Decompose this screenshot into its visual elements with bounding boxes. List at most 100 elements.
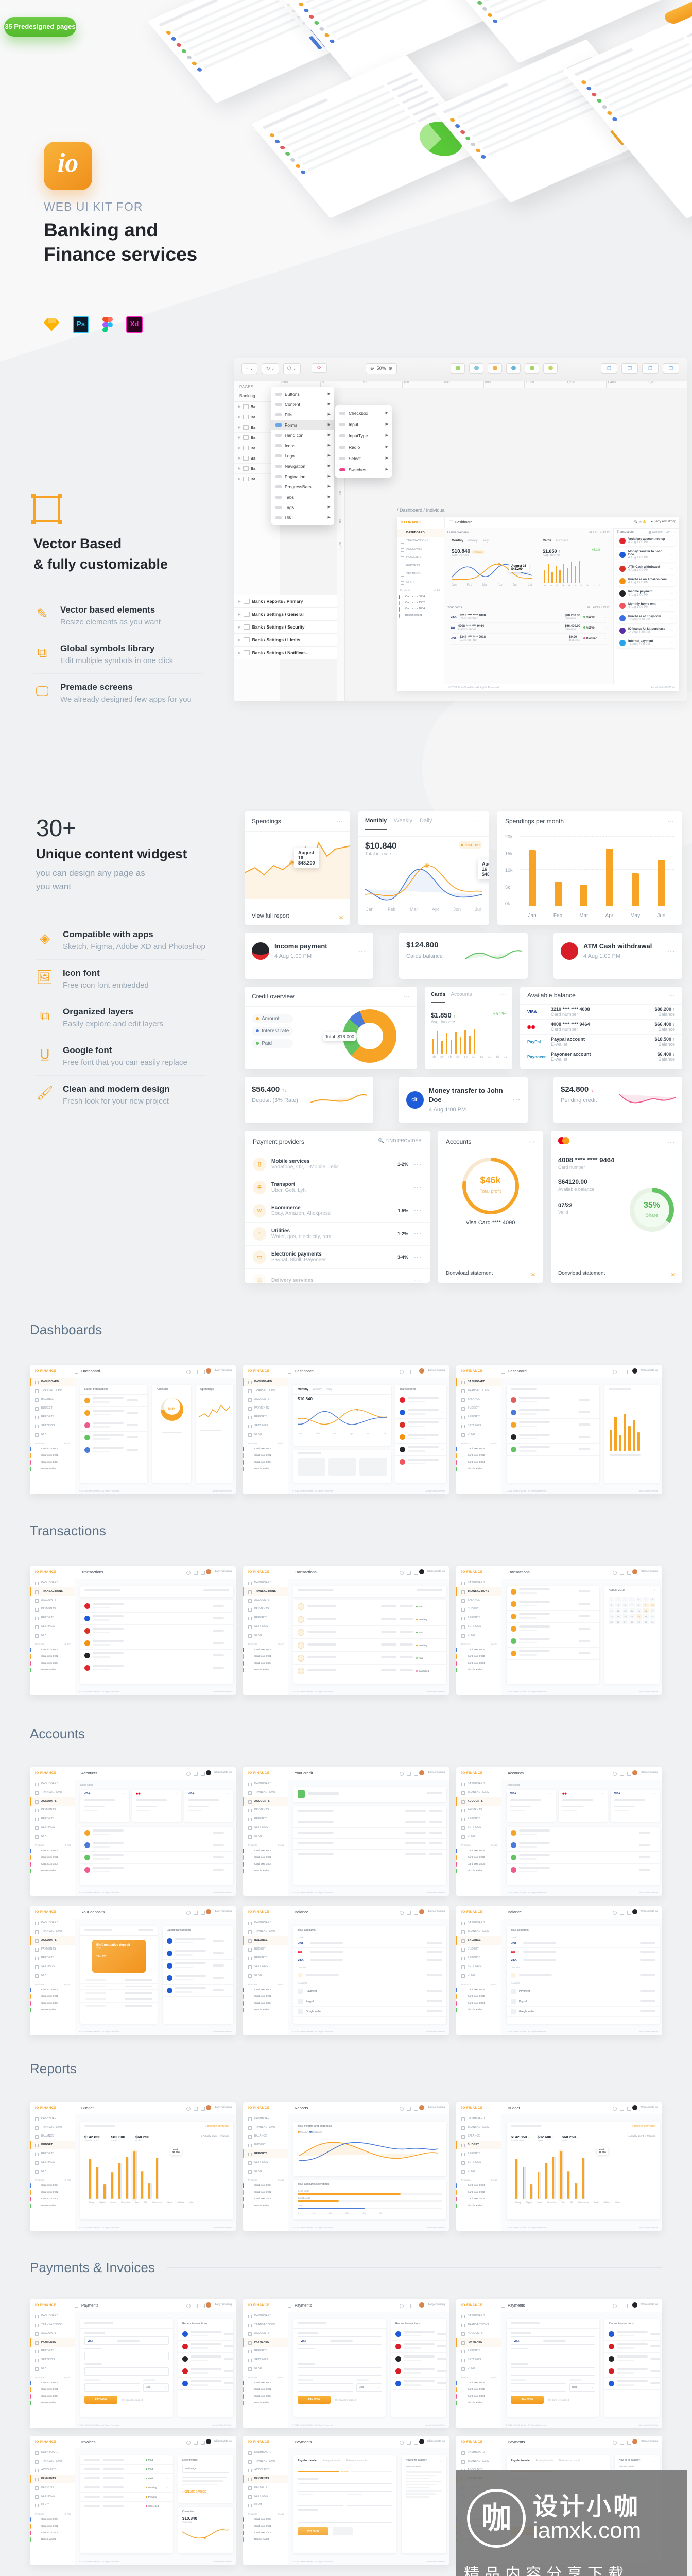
- mini-nav-item[interactable]: SETTINGS: [456, 1421, 501, 1430]
- mini-nav-item[interactable]: BALANCE: [456, 1395, 501, 1404]
- mini-product-item[interactable]: Bitcoin wallet: [30, 2007, 75, 2013]
- submenu-item[interactable]: Checkbox ▶: [335, 408, 392, 419]
- mini-product-item[interactable]: Card xxxx 1804: [243, 1861, 288, 1868]
- preview-tx-row[interactable]: Income payment 4 Aug 1:00 PM ⋯: [617, 588, 676, 599]
- mini-product-item[interactable]: Card xxxx 1804: [30, 2530, 75, 2536]
- mini-product-item[interactable]: Card xxxx 1902: [30, 2523, 75, 2530]
- mini-nav-item[interactable]: DASHBOARD: [30, 1919, 75, 1927]
- more-icon[interactable]: ⋯: [404, 993, 410, 1000]
- mini-nav-item[interactable]: DASHBOARD: [456, 1579, 501, 1587]
- mini-nav-item[interactable]: SETTINGS: [30, 2355, 75, 2364]
- mini-nav-item[interactable]: SETTINGS: [30, 1823, 75, 1832]
- bell-icon[interactable]: [627, 1370, 631, 1374]
- mini-nav-item[interactable]: TRANSACTIONS: [243, 2123, 288, 2132]
- mini-nav-item[interactable]: SETTINGS: [243, 2158, 288, 2167]
- preview-product-item[interactable]: Card xxxx 1902: [397, 600, 444, 606]
- mini-nav-item[interactable]: TRANSACTIONS: [30, 2457, 75, 2466]
- mini-about-link[interactable]: About WhiteOnWhite: [638, 2424, 658, 2426]
- mini-product-item[interactable]: Card xxxx 1804: [456, 1459, 501, 1466]
- mini-product-item[interactable]: Card xxxx 8004: [243, 2182, 288, 2189]
- layer-row[interactable]: ▶ Bank / Settings / Notificat...: [234, 647, 337, 659]
- mini-product-item[interactable]: Card xxxx 1902: [456, 1452, 501, 1459]
- more-icon[interactable]: ⋯: [667, 1138, 675, 1147]
- more-icon[interactable]: ⋯: [667, 947, 675, 956]
- search-icon[interactable]: [613, 2441, 617, 2445]
- mini-nav-item[interactable]: DASHBOARD: [30, 1378, 75, 1386]
- mini-nav-item[interactable]: TRANSACTIONS: [456, 1587, 501, 1596]
- more-icon[interactable]: ⋯: [413, 1253, 422, 1262]
- mini-product-item[interactable]: Bitcoin wallet: [30, 1667, 75, 1673]
- submenu-item[interactable]: InputType ▶: [335, 430, 392, 442]
- mini-product-item[interactable]: Card xxxx 1902: [30, 1993, 75, 2000]
- search-icon[interactable]: [186, 2304, 191, 2308]
- mini-product-item[interactable]: Card xxxx 1804: [456, 1861, 501, 1868]
- artboard-row[interactable]: ▶ Ba: [234, 433, 280, 443]
- mini-nav-item[interactable]: REPORTS: [30, 1815, 75, 1823]
- mini-nav-item[interactable]: BALANCE: [456, 1596, 501, 1605]
- mini-product-item[interactable]: Card xxxx 8004: [30, 1987, 75, 1993]
- mini-product-item[interactable]: Bitcoin wallet: [456, 1868, 501, 1874]
- mail-icon[interactable]: [194, 1911, 198, 1915]
- mini-about-link[interactable]: About WhiteOnWhite: [425, 2226, 445, 2229]
- preview-tab[interactable]: Monthly: [452, 539, 463, 543]
- menu-item[interactable]: Logo ▶: [271, 451, 334, 461]
- mini-nav-item[interactable]: UI KIT: [30, 1971, 75, 1980]
- mail-icon[interactable]: [407, 2107, 411, 2111]
- mini-about-link[interactable]: About WhiteOnWhite: [212, 2030, 232, 2033]
- mini-nav-item[interactable]: TRANSACTIONS: [30, 1788, 75, 1797]
- preview-tx-row[interactable]: Monthly home rent 4 Aug 1:00 PM ⋯: [617, 601, 676, 611]
- menu-item[interactable]: Icons ▶: [271, 440, 334, 451]
- mail-icon[interactable]: [620, 2107, 624, 2111]
- menu-item[interactable]: Pagination ▶: [271, 471, 334, 482]
- mini-product-item[interactable]: Card xxxx 8004: [243, 2516, 288, 2523]
- mini-product-item[interactable]: Bitcoin wallet: [456, 1466, 501, 1472]
- more-icon[interactable]: ⋯: [512, 1096, 521, 1105]
- search-icon[interactable]: [400, 2107, 404, 2111]
- mini-nav-item[interactable]: REPORTS: [243, 1413, 288, 1421]
- mini-nav-item[interactable]: ACCOUNTS: [30, 2466, 75, 2475]
- mini-nav-item[interactable]: DASHBOARD: [456, 2312, 501, 2320]
- mini-nav-item[interactable]: PAYMENTS: [30, 1605, 75, 1614]
- mini-nav-item[interactable]: PAYMENTS: [456, 1806, 501, 1815]
- preview-tab[interactable]: Daily: [481, 539, 489, 543]
- mini-nav-item[interactable]: SETTINGS: [456, 1622, 501, 1631]
- preview-tx-row[interactable]: ATM Cash withdrawal 4 Aug 1:00 PM ⋯: [617, 564, 676, 574]
- mail-icon[interactable]: [194, 2441, 198, 2445]
- bell-icon[interactable]: [627, 1571, 631, 1575]
- mini-nav-item[interactable]: REPORTS: [456, 1614, 501, 1622]
- mini-nav-item[interactable]: UI KIT: [243, 1430, 288, 1439]
- mini-product-item[interactable]: Card xxxx 8004: [456, 1987, 501, 1993]
- page-item[interactable]: Banking: [234, 392, 280, 402]
- mini-nav-item[interactable]: DASHBOARD: [456, 1919, 501, 1927]
- mini-product-item[interactable]: Card xxxx 8004: [30, 2182, 75, 2189]
- mini-product-item[interactable]: Card xxxx 1902: [243, 1854, 288, 1861]
- bell-icon[interactable]: [627, 2107, 631, 2111]
- balance-row[interactable]: ◉◉ 4008 **** **** 9464 Card number $66.40…: [520, 1019, 682, 1034]
- mini-nav-item[interactable]: UI KIT: [243, 2501, 288, 2510]
- preview-nav-item[interactable]: ACCOUNTS: [397, 545, 444, 553]
- download-icon[interactable]: ⤓: [339, 911, 343, 920]
- menu-item[interactable]: Content ▶: [271, 399, 334, 410]
- preview-tx-row[interactable]: IOfinance UI kit purchase 14 Aug 4:20 AM …: [617, 625, 676, 636]
- tab-daily[interactable]: Daily: [420, 818, 432, 824]
- preview-card-row[interactable]: ◉◉ 4008 **** **** 9464 Card number $66.40…: [451, 623, 607, 634]
- mini-nav-item[interactable]: TRANSACTIONS: [30, 1587, 75, 1596]
- mini-product-item[interactable]: Card xxxx 1804: [30, 1459, 75, 1466]
- toolbar-tool-button[interactable]: [525, 363, 539, 374]
- bell-icon[interactable]: [201, 1571, 205, 1575]
- provider-row[interactable]: ⊕ Transport Uber, Gett, Lyft ⋯: [245, 1176, 430, 1199]
- mini-nav-item[interactable]: PAYMENTS: [243, 1605, 288, 1614]
- mini-product-item[interactable]: Bitcoin wallet: [30, 2202, 75, 2209]
- provider-row[interactable]: ⌂ Utilities Water, gas, electricity, rent…: [245, 1223, 430, 1246]
- mini-nav-item[interactable]: UI KIT: [30, 1631, 75, 1640]
- balance-row[interactable]: VISA 3210 **** **** 4008 Card number $88.…: [520, 1004, 682, 1019]
- download-statement-link[interactable]: Donwload statement: [446, 1270, 493, 1276]
- mini-nav-item[interactable]: REPORTS: [243, 2149, 288, 2158]
- mini-nav-item[interactable]: PAYMENTS: [243, 2338, 288, 2347]
- balance-row[interactable]: Payoneer Payoneer account E-wallet $6.400…: [520, 1049, 682, 1064]
- mini-nav-item[interactable]: BUDGET: [30, 1404, 75, 1413]
- mini-nav-item[interactable]: TRANSACTIONS: [243, 2457, 288, 2466]
- more-icon[interactable]: ⋯: [501, 992, 506, 997]
- mini-nav-item[interactable]: PAYMENTS: [243, 1806, 288, 1815]
- menu-item[interactable]: Buttons ▶: [271, 389, 334, 399]
